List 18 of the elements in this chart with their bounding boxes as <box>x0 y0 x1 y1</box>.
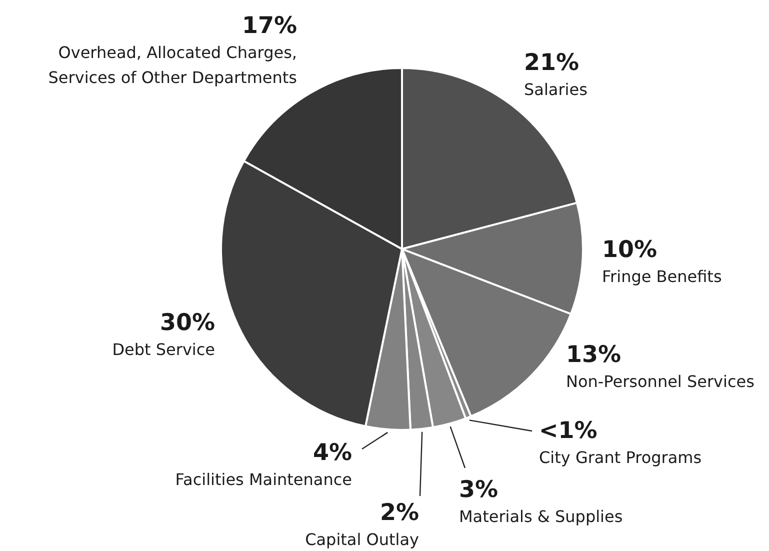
data-label: 17% <box>242 13 297 39</box>
slice-label: Non-Personnel Services <box>566 372 754 391</box>
data-label: 13% <box>566 342 622 368</box>
data-label: <1% <box>539 418 598 444</box>
slice-label: Materials & Supplies <box>459 507 623 526</box>
data-label: 3% <box>459 477 498 503</box>
slice-label: City Grant Programs <box>539 448 702 467</box>
slice-label: Debt Service <box>112 340 215 359</box>
slice-label: Fringe Benefits <box>602 267 722 286</box>
slice-label: Salaries <box>524 80 588 99</box>
data-label: 4% <box>312 440 352 466</box>
data-label: 2% <box>380 500 419 526</box>
slice-label: Overhead, Allocated Charges, Services of Other Departments <box>48 43 297 87</box>
slice-label: Capital Outlay <box>305 530 419 549</box>
data-label: 30% <box>160 310 215 336</box>
data-label: 10% <box>602 237 658 263</box>
slice-label: Facilities Maintenance <box>175 470 352 489</box>
data-label: 21% <box>524 50 580 76</box>
